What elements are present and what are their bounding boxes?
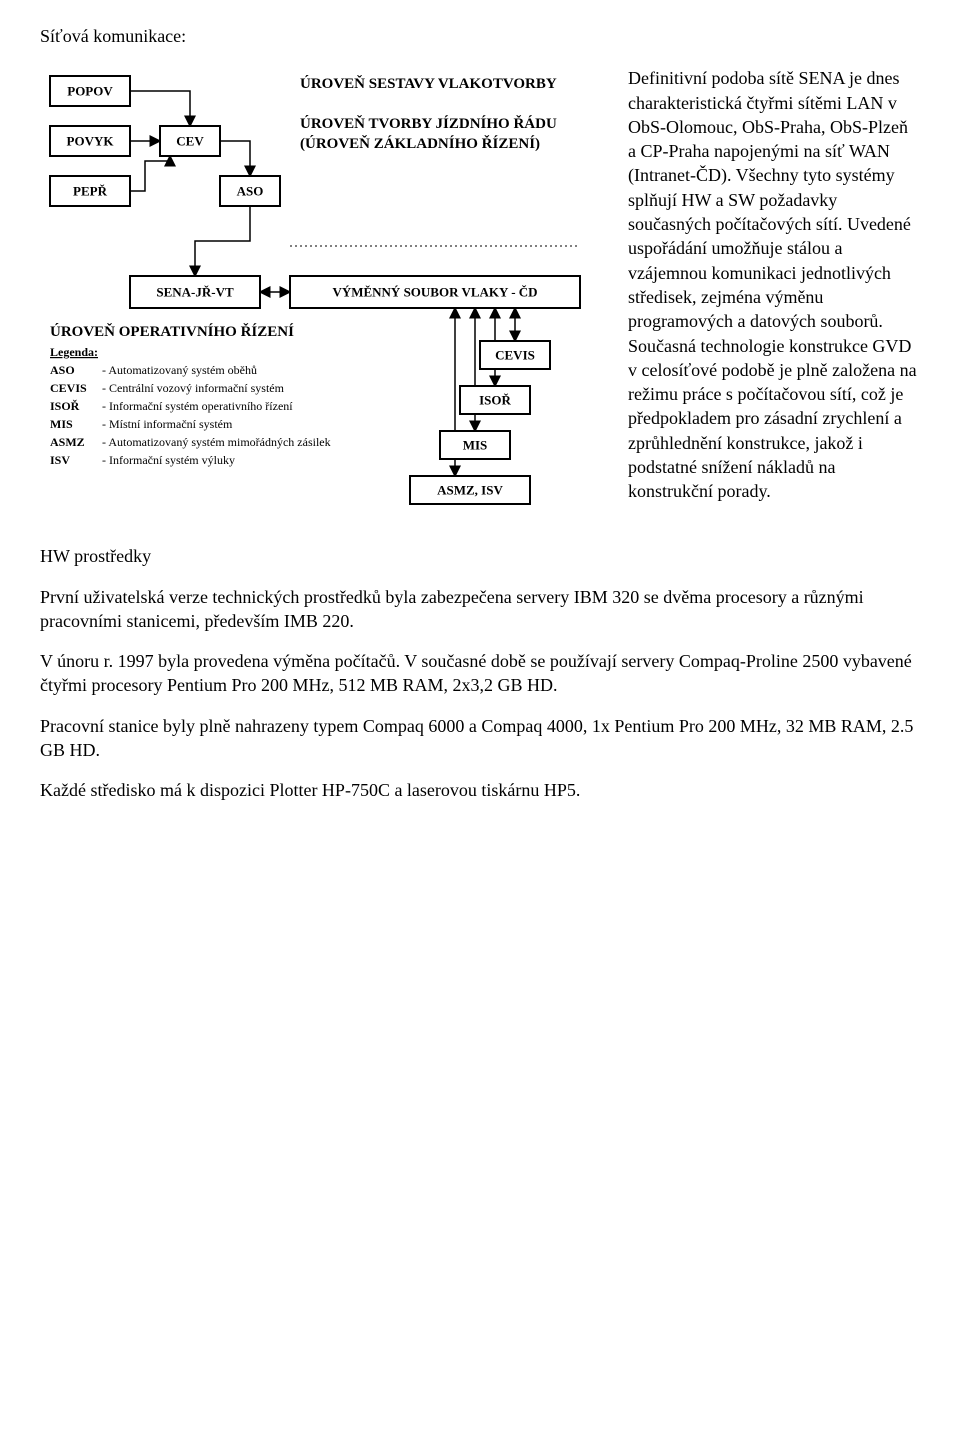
svg-text:(ÚROVEŇ ZÁKLADNÍHO ŘÍZENÍ): (ÚROVEŇ ZÁKLADNÍHO ŘÍZENÍ) — [300, 135, 540, 152]
svg-text:- Automatizovaný systém oběhů: - Automatizovaný systém oběhů — [102, 363, 257, 377]
svg-text:- Informační systém operativní: - Informační systém operativního řízení — [102, 399, 293, 413]
svg-text:ÚROVEŇ TVORBY JÍZDNÍHO ŘÁDU: ÚROVEŇ TVORBY JÍZDNÍHO ŘÁDU — [300, 115, 557, 132]
page: Síťová komunikace: POPOV POVYK PEPŘ CEV ASO S… — [0, 0, 960, 859]
svg-text:ASO: ASO — [50, 363, 75, 377]
page-title: Síťová komunikace: — [40, 24, 920, 48]
sena-architecture-diagram: POPOV POVYK PEPŘ CEV ASO SENA-JŘ-VT VÝMĚNNÝ SO… — [40, 66, 600, 516]
svg-text:CEVIS: CEVIS — [50, 381, 87, 395]
hw-heading: HW prostředky — [40, 544, 920, 568]
hw-paragraph-1: První uživatelská verze technických pros… — [40, 585, 920, 634]
svg-text:VÝMĚNNÝ SOUBOR VLAKY - ČD: VÝMĚNNÝ SOUBOR VLAKY - ČD — [332, 285, 537, 300]
svg-text:ASMZ: ASMZ — [50, 435, 85, 449]
hw-paragraph-2: V únoru r. 1997 byla provedena výměna po… — [40, 649, 920, 698]
svg-text:ASO: ASO — [237, 184, 264, 199]
svg-text:MIS: MIS — [50, 417, 73, 431]
svg-text:ASMZ, ISV: ASMZ, ISV — [437, 483, 503, 498]
svg-text:ÚROVEŇ SESTAVY VLAKOTVORBY: ÚROVEŇ SESTAVY VLAKOTVORBY — [300, 75, 557, 92]
svg-text:PEPŘ: PEPŘ — [73, 184, 108, 199]
hw-paragraph-4: Každé středisko má k dispozici Plotter H… — [40, 778, 920, 802]
svg-text:- Místní informační systém: - Místní informační systém — [102, 417, 233, 431]
svg-text:Legenda:: Legenda: — [50, 345, 98, 359]
svg-text:ISV: ISV — [50, 453, 70, 467]
svg-text:ISOŘ: ISOŘ — [50, 399, 80, 413]
svg-text:- Informační systém výluky: - Informační systém výluky — [102, 453, 235, 467]
diagram-column: POPOV POVYK PEPŘ CEV ASO SENA-JŘ-VT VÝMĚNNÝ SO… — [40, 66, 600, 516]
svg-text:CEVIS: CEVIS — [495, 348, 535, 363]
svg-text:ISOŘ: ISOŘ — [479, 393, 511, 408]
svg-text:CEV: CEV — [176, 134, 204, 149]
svg-text:POVYK: POVYK — [67, 134, 115, 149]
side-paragraph: Definitivní podoba sítě SENA je dnes cha… — [628, 66, 920, 503]
svg-text:POPOV: POPOV — [67, 84, 113, 99]
side-text-column: Definitivní podoba sítě SENA je dnes cha… — [628, 66, 920, 503]
two-column-layout: POPOV POVYK PEPŘ CEV ASO SENA-JŘ-VT VÝMĚNNÝ SO… — [40, 66, 920, 516]
svg-text:- Automatizovaný systém mimořá: - Automatizovaný systém mimořádných zási… — [102, 435, 331, 449]
hw-paragraph-3: Pracovní stanice byly plně nahrazeny typ… — [40, 714, 920, 763]
svg-text:- Centrální vozový informační: - Centrální vozový informační systém — [102, 381, 285, 395]
svg-text:MIS: MIS — [463, 438, 488, 453]
svg-text:ÚROVEŇ OPERATIVNÍHO ŘÍZENÍ: ÚROVEŇ OPERATIVNÍHO ŘÍZENÍ — [50, 323, 294, 340]
svg-text:SENA-JŘ-VT: SENA-JŘ-VT — [156, 285, 234, 300]
body-text: HW prostředky První uživatelská verze te… — [40, 544, 920, 802]
